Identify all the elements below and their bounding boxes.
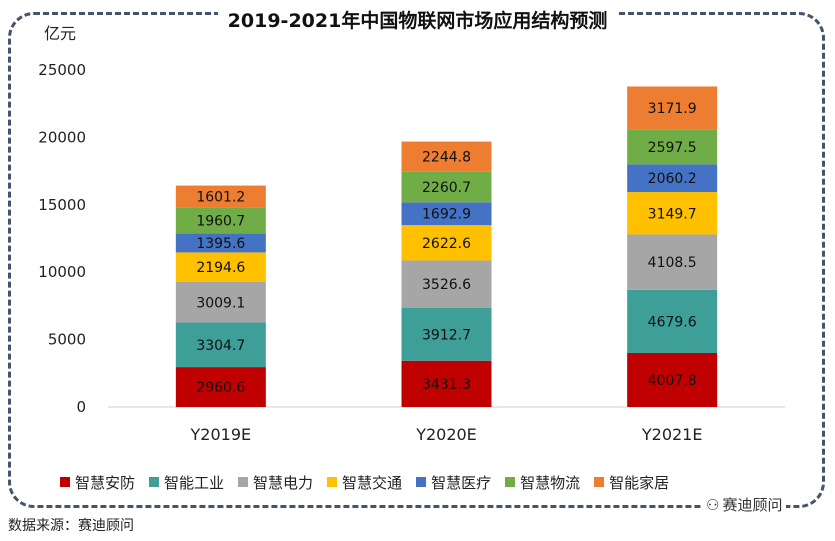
chart-title: 2019-2021年中国物联网市场应用结构预测 <box>0 6 835 33</box>
bar-segment <box>175 367 266 407</box>
bar-segment <box>175 281 266 323</box>
bar-segment <box>627 164 718 193</box>
data-label: 3009.1 <box>196 295 245 311</box>
bar-segment <box>627 352 718 407</box>
data-label: 3304.7 <box>196 338 245 354</box>
bar-segment <box>401 141 492 172</box>
data-label: 4679.6 <box>648 314 697 330</box>
legend-item: 智慧电力 <box>238 472 313 493</box>
data-label: 1692.9 <box>422 207 471 223</box>
bar-segment <box>401 360 492 407</box>
data-label: 4007.8 <box>648 373 697 389</box>
bar-segment <box>627 129 718 165</box>
data-label: 3912.7 <box>422 327 471 343</box>
bar-segment <box>175 322 266 368</box>
legend-swatch <box>238 477 249 487</box>
legend-item: 智能工业 <box>149 472 224 493</box>
bar-segment <box>401 260 492 309</box>
legend-swatch <box>416 477 427 487</box>
legend-swatch <box>149 477 160 487</box>
y-tick-label: 0 <box>76 398 86 416</box>
y-tick-label: 10000 <box>38 263 86 281</box>
data-label: 2260.7 <box>422 180 471 196</box>
data-label: 2194.6 <box>196 260 245 276</box>
unit-label: 亿元 <box>44 24 77 43</box>
bar-segment <box>175 185 266 208</box>
y-tick-label: 5000 <box>48 331 86 349</box>
bar-segment <box>627 192 718 235</box>
data-label: 4108.5 <box>648 255 697 271</box>
bar-segment <box>401 171 492 203</box>
bar-segment <box>627 289 718 353</box>
legend-swatch <box>60 477 70 487</box>
stacked-bar-chart: 0 5000 10000 15000 20000 25000 2960.6 3304.7 300… <box>38 61 785 444</box>
data-label: 3526.6 <box>422 277 471 293</box>
y-tick-label: 25000 <box>38 61 86 79</box>
legend-label: 智慧医疗 <box>431 473 492 492</box>
legend-swatch <box>327 477 338 487</box>
legend-label: 智慧交通 <box>342 473 403 492</box>
bar-segment <box>175 252 266 282</box>
data-label: 2597.5 <box>648 140 697 156</box>
wechat-icon: ⚇ <box>706 496 720 514</box>
x-tick-label: Y2019E <box>190 425 252 444</box>
legend-swatch <box>505 477 516 487</box>
data-label: 1960.7 <box>196 213 245 229</box>
bar-segment <box>401 202 492 226</box>
legend-item: 智能家居 <box>594 472 669 493</box>
y-tick-label: 20000 <box>38 128 86 146</box>
data-label: 1395.6 <box>196 236 245 252</box>
bar-segment <box>401 308 492 361</box>
legend-item: 智慧交通 <box>327 472 402 493</box>
legend-label: 智能家居 <box>609 473 670 492</box>
legend-swatch <box>594 477 605 487</box>
legend-item: 智慧物流 <box>505 472 580 493</box>
legend-label: 智能工业 <box>164 473 225 492</box>
data-label: 2960.6 <box>196 380 245 396</box>
x-tick-label: Y2020E <box>415 425 477 444</box>
wechat-watermark: ⚇ 赛迪顾问 <box>702 494 787 515</box>
legend-label: 智慧电力 <box>253 473 314 492</box>
legend-item: 智慧安防 <box>60 472 135 493</box>
data-label: 2244.8 <box>422 150 471 166</box>
x-tick-label: Y2021E <box>641 425 703 444</box>
watermark-text: 赛迪顾问 <box>722 496 783 514</box>
legend-item: 智慧医疗 <box>416 472 491 493</box>
legend-label: 智慧安防 <box>75 473 136 492</box>
bar-segment <box>175 207 266 234</box>
y-tick-label: 15000 <box>38 196 86 214</box>
bar-segment <box>401 225 492 261</box>
data-label: 2060.2 <box>648 171 697 187</box>
data-label: 3171.9 <box>648 101 697 117</box>
data-label: 2622.6 <box>422 236 471 252</box>
legend-label: 智慧物流 <box>520 473 581 492</box>
data-source: 数据来源：赛迪顾问 <box>8 518 134 534</box>
data-label: 3431.3 <box>422 377 471 393</box>
data-label: 1601.2 <box>196 189 245 205</box>
bar-segment <box>175 233 266 253</box>
bar-segment <box>627 234 718 290</box>
data-label: 3149.7 <box>648 206 697 222</box>
chart-legend: 智慧安防 智能工业 智慧电力 智慧交通 智慧医疗 智慧物流 智能家居 <box>60 470 780 494</box>
bar-segment <box>627 86 718 130</box>
